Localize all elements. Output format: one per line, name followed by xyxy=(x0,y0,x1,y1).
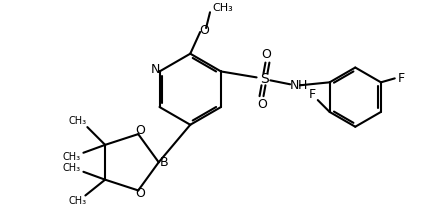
Text: N: N xyxy=(151,63,160,76)
Text: F: F xyxy=(398,72,405,85)
Text: CH₃: CH₃ xyxy=(68,116,87,126)
Text: H: H xyxy=(298,79,307,92)
Text: O: O xyxy=(135,124,145,137)
Text: O: O xyxy=(257,98,268,111)
Text: CH₃: CH₃ xyxy=(62,152,81,162)
Text: F: F xyxy=(308,88,315,101)
Text: O: O xyxy=(262,48,271,61)
Text: N: N xyxy=(290,79,300,92)
Text: CH₃: CH₃ xyxy=(68,196,87,206)
Text: S: S xyxy=(260,72,269,86)
Text: CH₃: CH₃ xyxy=(62,163,81,173)
Text: CH₃: CH₃ xyxy=(212,3,233,13)
Text: O: O xyxy=(199,24,209,37)
Text: O: O xyxy=(135,187,145,200)
Text: B: B xyxy=(160,156,168,169)
